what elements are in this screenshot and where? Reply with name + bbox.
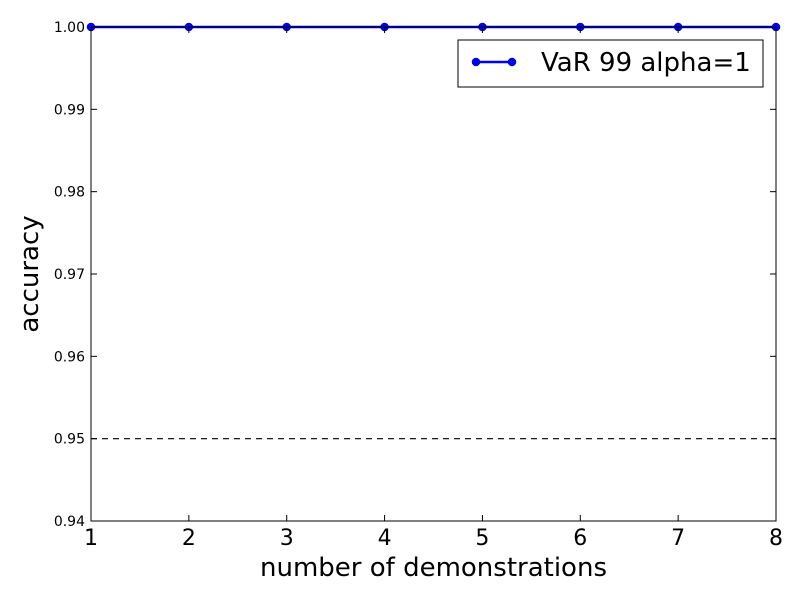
x-tick-label-2: 3 (280, 526, 294, 551)
x-axis-label: number of demonstrations (260, 553, 607, 583)
ticks-layer: 1 2 3 4 5 6 7 8 0.94 0.95 0.96 0.97 0.98 0.99 1.00 (54, 20, 783, 551)
plot-background (91, 27, 776, 521)
y-tick-label-5: 0.99 (54, 102, 85, 118)
x-tick-label-7: 8 (769, 526, 783, 551)
y-tick-label-0: 0.94 (54, 514, 85, 530)
x-tick-label-5: 6 (573, 526, 587, 551)
x-tick-label-1: 2 (182, 526, 196, 551)
y-tick-label-1: 0.95 (54, 432, 85, 448)
y-tick-label-3: 0.97 (54, 267, 85, 283)
y-axis-label: accuracy (15, 215, 45, 332)
y-tick-label-2: 0.96 (54, 349, 85, 365)
x-tick-label-6: 7 (671, 526, 685, 551)
x-tick-label-3: 4 (378, 526, 392, 551)
legend-series-marker-left (471, 57, 481, 67)
legend: VaR 99 alpha=1 (457, 39, 764, 88)
x-tick-label-0: 1 (84, 526, 98, 551)
x-tick-label-4: 5 (475, 526, 489, 551)
y-tick-label-4: 0.98 (54, 185, 85, 201)
legend-series-marker-right (507, 57, 517, 67)
y-tick-label-6: 1.00 (54, 20, 85, 36)
legend-series-label: VaR 99 alpha=1 (541, 48, 751, 78)
